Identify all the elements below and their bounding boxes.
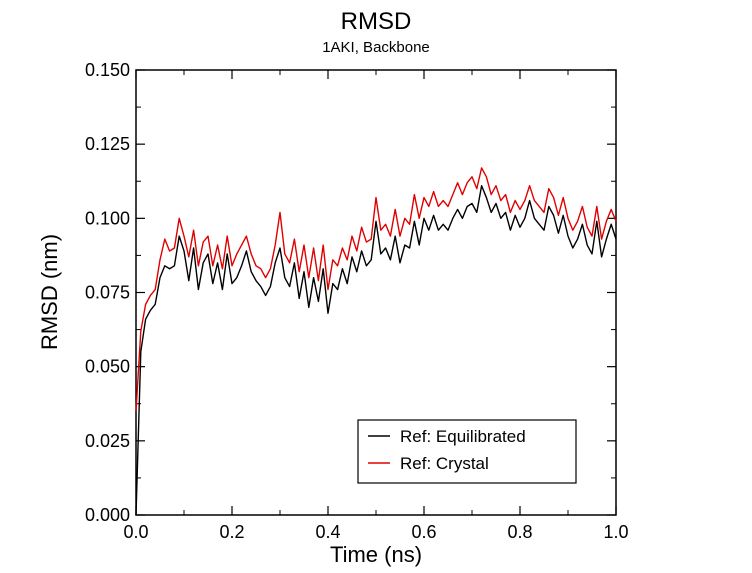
legend-label-crystal: Ref: Crystal: [400, 454, 489, 473]
x-tick-label: 0.8: [507, 522, 532, 542]
series-layer: [135, 167, 617, 516]
x-tick-label: 1.0: [603, 522, 628, 542]
y-tick-label: 0.125: [85, 134, 130, 154]
y-axis-ticks: 0.000 0.025 0.050 0.075 0.100 0.125 0.150: [85, 60, 616, 525]
x-tick-label: 0.6: [411, 522, 436, 542]
chart-title: RMSD: [341, 8, 412, 35]
y-tick-label: 0.000: [85, 505, 130, 525]
series-line-crystal: [135, 167, 617, 412]
legend: Ref: Equilibrated Ref: Crystal: [357, 419, 577, 484]
y-axis-label: RMSD (nm): [37, 234, 62, 350]
x-axis-ticks: 0.0 0.2 0.4 0.6 0.8 1.0: [123, 70, 629, 542]
y-tick-label: 0.150: [85, 60, 130, 80]
legend-box: [357, 419, 577, 484]
legend-label-equilibrated: Ref: Equilibrated: [400, 427, 526, 446]
series-line-equilibrated: [135, 184, 617, 516]
y-tick-label: 0.025: [85, 431, 130, 451]
chart-subtitle: 1AKI, Backbone: [322, 39, 430, 56]
y-tick-label: 0.050: [85, 357, 130, 377]
x-axis-label: Time (ns): [330, 542, 422, 567]
y-tick-label: 0.100: [85, 208, 130, 228]
y-tick-label: 0.075: [85, 283, 130, 303]
x-tick-label: 0.2: [219, 522, 244, 542]
x-tick-label: 0.4: [315, 522, 340, 542]
x-tick-label: 0.0: [123, 522, 148, 542]
